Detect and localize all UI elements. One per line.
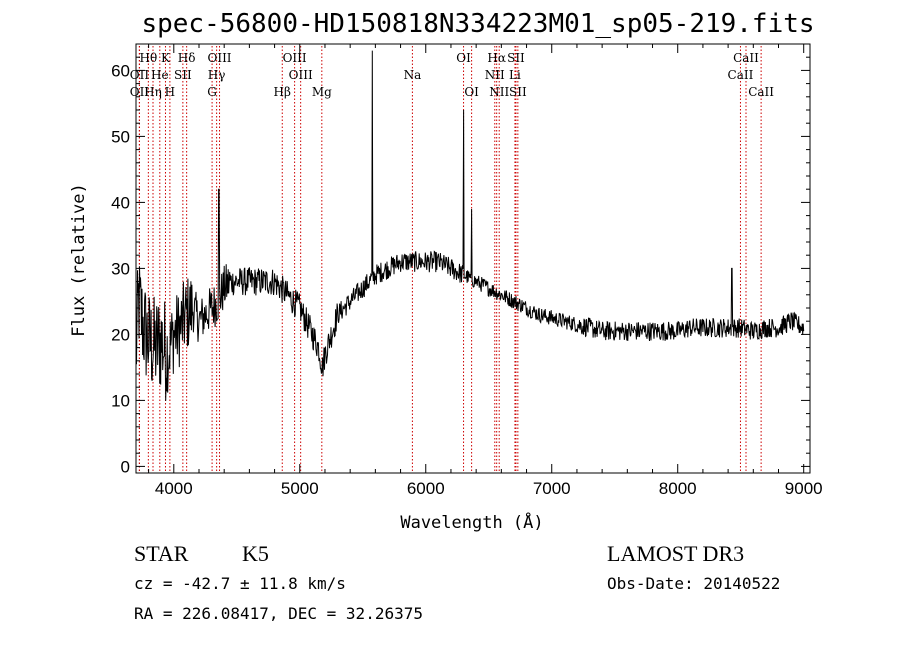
spectral-line-label: K [161,51,171,65]
spectral-line-label: SII [509,85,527,99]
spectral-line-label: NII [485,68,505,82]
x-tick-label: 4000 [155,479,193,498]
spectral-line-label: Hθ [139,51,157,65]
spectral-line-label: OIII [207,51,231,65]
y-tick-label: 0 [121,457,130,476]
spectral-line-label: NII [489,85,509,99]
y-tick-label: 20 [111,325,130,344]
spectral-line-label: OI [456,51,471,65]
spectral-line-label: SII [174,68,192,82]
survey-name: LAMOST DR3 [607,541,744,566]
spectrum-line [135,50,805,401]
spectral-line-label: OI [464,85,479,99]
y-tick-label: 30 [111,259,130,278]
x-tick-label: 6000 [407,479,445,498]
y-tick-label: 10 [111,391,130,410]
spectral-subclass: K5 [242,541,269,566]
spectral-line-label: Hα [487,51,506,65]
spectral-line-label: G [207,85,217,99]
coordinates: RA = 226.08417, DEC = 32.26375 [134,604,423,623]
observation-date: Obs-Date: 20140522 [607,574,780,593]
spectral-line-label: Na [404,68,422,82]
x-tick-label: 8000 [659,479,697,498]
spectral-line-label: Hβ [274,85,291,99]
spectral-line-label: H [165,85,175,99]
spectral-line-label: He [151,68,169,82]
spectral-line-label: Mg [312,85,332,99]
spectral-line-label: Hδ [178,51,196,65]
y-tick-label: 60 [111,61,130,80]
y-tick-label: 50 [111,127,130,146]
x-tick-label: 7000 [533,479,571,498]
spectral-line-markers [138,46,762,473]
spectral-line-label: Li [509,68,521,82]
spectral-line-label: OIII [289,68,313,82]
spectral-line-label: CaII [728,68,754,82]
x-tick-label: 9000 [785,479,823,498]
chart-title: spec-56800-HD150818N334223M01_sp05-219.f… [141,9,814,39]
redshift-velocity: cz = -42.7 ± 11.8 km/s [134,574,346,593]
axis-ticks: 4000 5000 6000 7000 8000 9000 0 10 20 30 40 50 60 [111,44,823,498]
spectral-line-label: SII [507,51,525,65]
spectral-line-label: Hη [144,85,162,99]
spectral-line-label: CaII [733,51,759,65]
x-tick-label: 5000 [281,479,319,498]
spectral-line-label: CaII [748,85,774,99]
spectral-line-labels: Hθ OII OII K He Hη Hδ SII H OIII Hγ G OIII OIII Hβ Mg Na… [130,51,775,99]
spectral-line-label: OIII [283,51,307,65]
object-type: STAR [134,541,189,566]
plot-frame [135,43,811,474]
spectral-line-label: OII [130,68,150,82]
spectral-line-label: Hγ [208,68,226,82]
spectral-line-label: OII [130,85,150,99]
spectrum-series [135,50,805,401]
y-tick-label: 40 [111,193,130,212]
x-axis-label: Wavelength (Å) [400,511,543,533]
y-axis-label: Flux (relative) [69,183,89,337]
